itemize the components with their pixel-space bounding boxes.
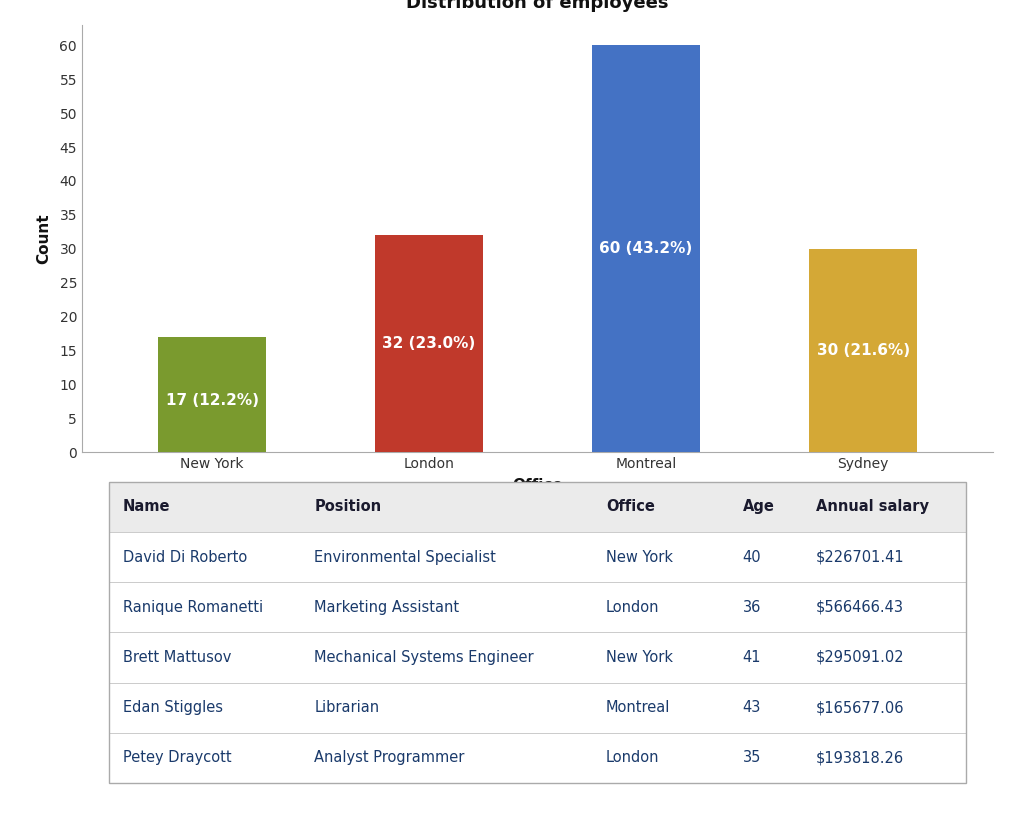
Bar	[375, 235, 483, 452]
Y-axis label: Count: Count	[36, 213, 51, 264]
Text: New York: New York	[606, 650, 673, 665]
Bar	[158, 337, 266, 452]
Text: Montreal: Montreal	[606, 700, 671, 715]
Bar	[110, 482, 966, 783]
Bar	[110, 482, 966, 532]
Text: Name: Name	[123, 499, 170, 514]
Text: $226701.41: $226701.41	[815, 550, 904, 565]
Text: Mechanical Systems Engineer: Mechanical Systems Engineer	[314, 650, 534, 665]
Text: 32 (23.0%): 32 (23.0%)	[383, 336, 476, 351]
Text: Analyst Programmer: Analyst Programmer	[314, 750, 465, 765]
Text: Brett Mattusov: Brett Mattusov	[123, 650, 231, 665]
Text: London: London	[606, 600, 659, 615]
Text: $193818.26: $193818.26	[815, 750, 904, 765]
Text: Petey Draycott: Petey Draycott	[123, 750, 231, 765]
Text: 41: 41	[742, 650, 761, 665]
Text: 17 (12.2%): 17 (12.2%)	[166, 393, 259, 408]
Text: 36: 36	[742, 600, 761, 615]
Text: Annual salary: Annual salary	[815, 499, 929, 514]
Bar	[110, 582, 966, 632]
Bar	[110, 682, 966, 733]
X-axis label: Office: Office	[512, 478, 563, 493]
Bar	[592, 45, 700, 452]
Text: Office: Office	[606, 499, 654, 514]
Text: Librarian: Librarian	[314, 700, 380, 715]
Text: New York: New York	[606, 550, 673, 565]
Bar	[110, 733, 966, 783]
Text: Age: Age	[742, 499, 774, 514]
Bar	[110, 532, 966, 582]
Text: 35: 35	[742, 750, 761, 765]
Text: $566466.43: $566466.43	[815, 600, 903, 615]
Text: David Di Roberto: David Di Roberto	[123, 550, 247, 565]
Bar	[809, 249, 918, 452]
Text: 40: 40	[742, 550, 761, 565]
Text: Ranique Romanetti: Ranique Romanetti	[123, 600, 263, 615]
Text: London: London	[606, 750, 659, 765]
Text: Environmental Specialist: Environmental Specialist	[314, 550, 497, 565]
Text: 43: 43	[742, 700, 761, 715]
Text: 60 (43.2%): 60 (43.2%)	[599, 241, 692, 256]
Text: Edan Stiggles: Edan Stiggles	[123, 700, 223, 715]
Text: Position: Position	[314, 499, 382, 514]
Text: 30 (21.6%): 30 (21.6%)	[816, 343, 909, 358]
Text: Marketing Assistant: Marketing Assistant	[314, 600, 460, 615]
Title: Distribution of employees: Distribution of employees	[407, 0, 669, 12]
Text: $165677.06: $165677.06	[815, 700, 904, 715]
Text: $295091.02: $295091.02	[815, 650, 904, 665]
Bar	[110, 632, 966, 682]
